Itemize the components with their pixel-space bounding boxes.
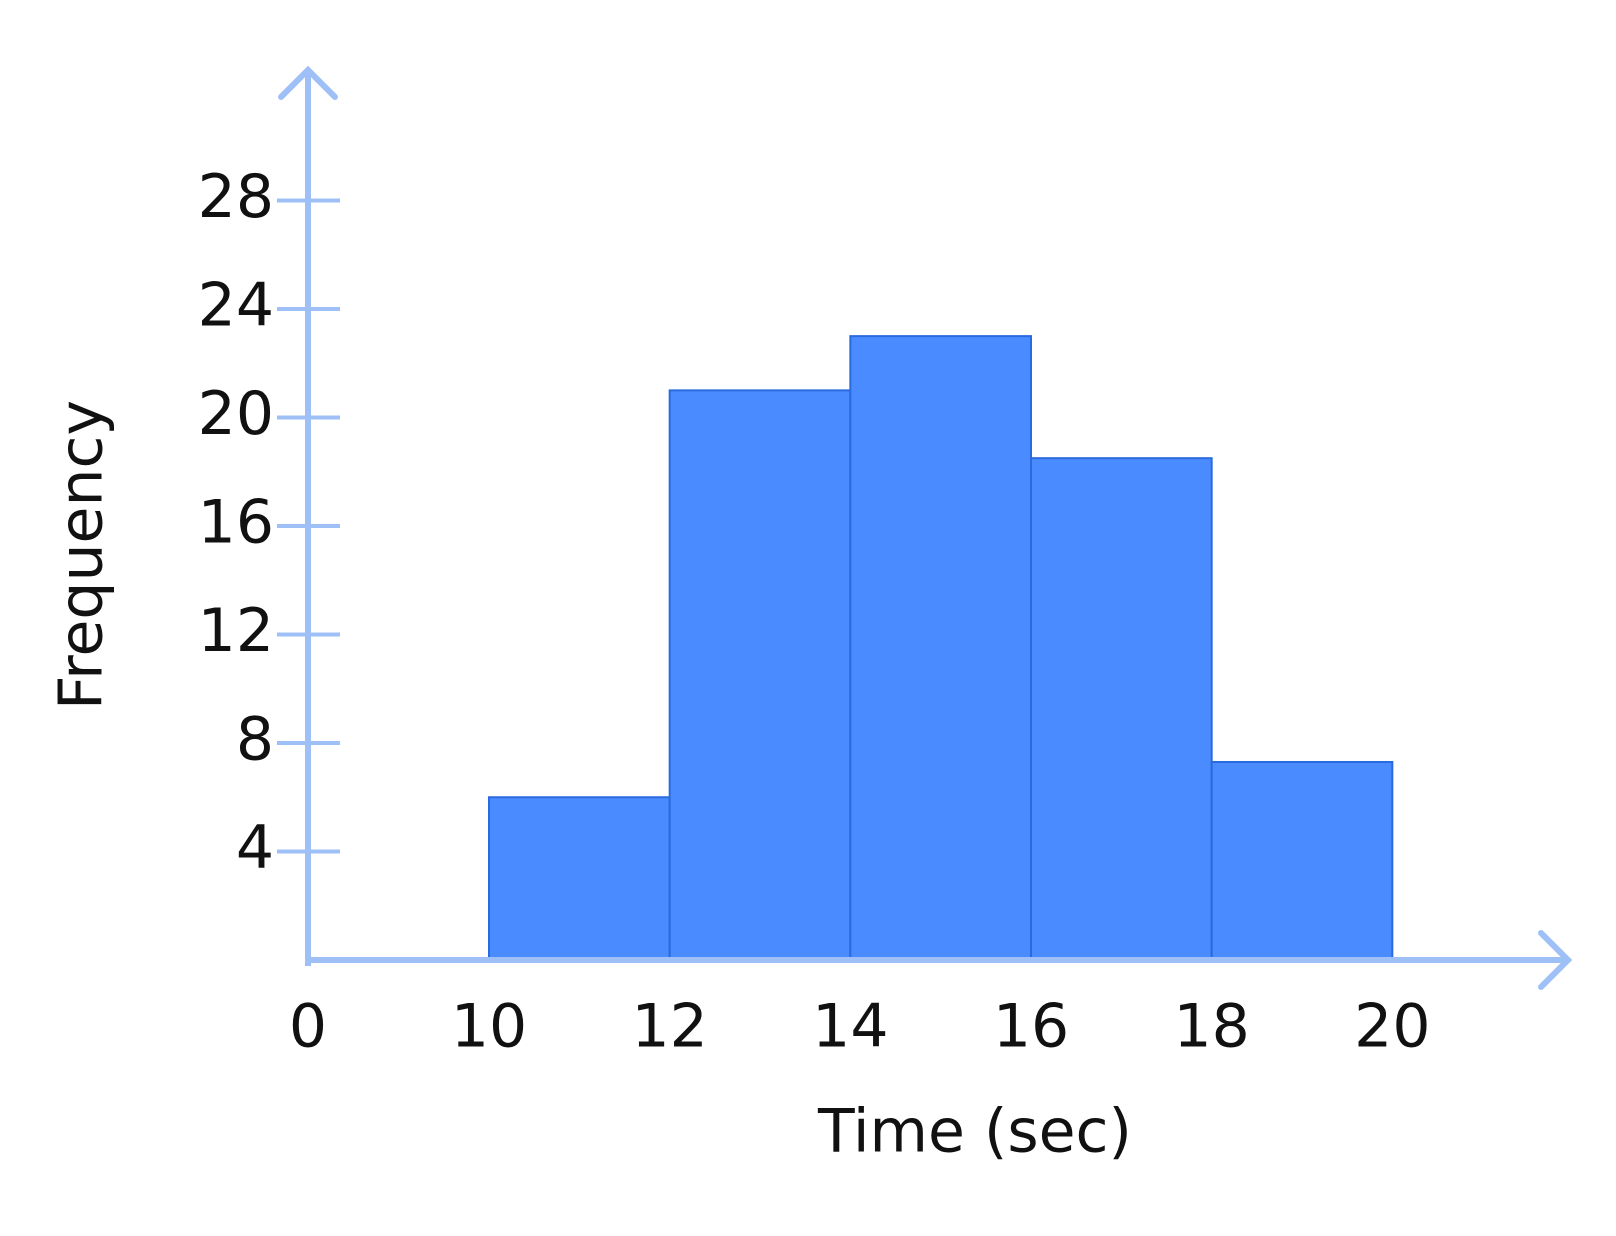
bar <box>1210 760 1394 961</box>
bar <box>668 389 852 961</box>
y-tick-label: 24 <box>198 271 274 341</box>
x-axis-title: Time (sec) <box>817 1097 1132 1167</box>
y-tick-label: 16 <box>198 488 274 558</box>
y-tick-label: 8 <box>236 705 274 775</box>
y-tick-label: 4 <box>236 813 274 883</box>
x-tick-label: 18 <box>1173 992 1249 1062</box>
x-axis-arrow <box>1538 930 1573 990</box>
bar <box>488 796 671 961</box>
y-tick-label: 28 <box>198 162 274 232</box>
x-tick-label: 10 <box>451 992 527 1062</box>
bar <box>1030 457 1213 961</box>
x-tick-label: 0 <box>289 992 327 1062</box>
y-axis-title: Frequency <box>47 400 117 710</box>
x-tick-label: 14 <box>812 992 888 1062</box>
y-tick-label: 12 <box>198 596 274 666</box>
x-tick-label: 16 <box>993 992 1069 1062</box>
bar <box>849 335 1032 961</box>
y-axis-arrow <box>278 65 338 100</box>
x-tick-label: 12 <box>631 992 707 1062</box>
x-tick-label: 20 <box>1354 992 1430 1062</box>
y-tick-label: 20 <box>198 379 274 449</box>
